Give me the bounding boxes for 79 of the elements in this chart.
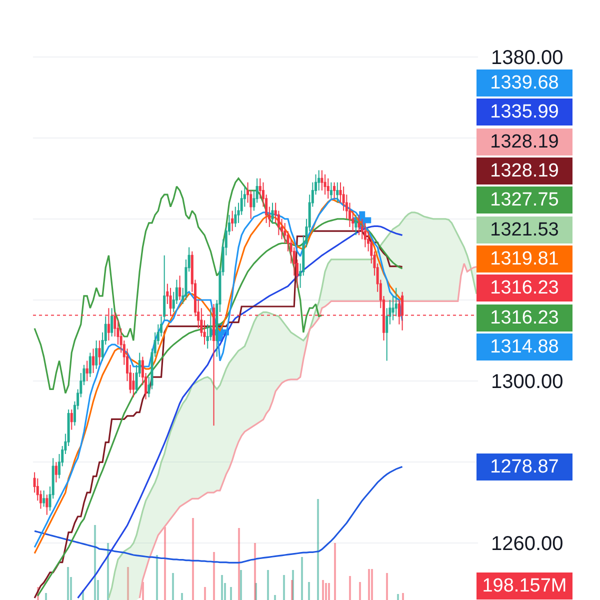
bar [230,587,232,600]
candlestick [88,352,92,378]
bar [308,582,310,600]
bar [67,567,69,600]
bar [317,499,319,600]
candlestick [394,287,398,317]
candlestick [178,275,182,300]
bar [238,528,240,600]
candlestick [318,170,320,192]
bar [156,555,158,600]
candlestick [42,490,46,508]
bar [402,593,404,600]
bar [240,570,242,600]
text: 1339.68 [490,72,559,94]
bar [325,583,327,600]
y-tick-label: 1300.00 [491,371,564,394]
candlestick [354,214,358,236]
bar [142,582,144,600]
candlestick [70,408,73,430]
bar [274,595,276,600]
bar [386,573,388,600]
candlestick [358,214,360,236]
bar [368,569,370,600]
candlestick [324,174,326,196]
y-tick-label: 1380.00 [491,46,564,69]
bar [45,593,47,600]
bar [192,518,194,600]
bar [224,583,226,600]
candlestick [95,340,98,370]
bar [94,525,96,600]
ref-line-label: 1316.23 [490,278,559,298]
y-tick-label: 1260.00 [491,533,564,556]
candlestick [110,308,114,337]
bar [181,593,183,600]
candlestick [326,178,330,200]
bar [204,587,206,600]
bar [349,576,351,600]
text: 1321.53 [490,220,559,240]
bar [322,580,324,600]
candlestick [320,170,324,192]
candlestick [330,182,332,200]
candlestick [271,202,274,224]
bar [221,575,223,600]
text: 1319.81 [490,248,559,270]
text: 1335.99 [490,102,559,122]
text: 1328.19 [490,132,559,152]
candlestick [46,494,48,516]
bar [213,552,215,600]
bar [164,527,166,600]
bar [359,582,361,600]
bar [397,594,399,600]
text: 1314.88 [490,336,559,358]
line-series [138,262,478,599]
line-series [34,466,404,564]
bar [291,580,293,600]
bar [334,543,336,600]
text: 198.157M [482,576,567,596]
candlestick [54,462,58,483]
text: 1278.87 [490,456,559,478]
candlestick [333,182,336,200]
candlestick [336,182,339,204]
bar [172,573,174,600]
candlestick [231,210,234,232]
candlestick [98,340,101,366]
candlestick [92,348,95,374]
candlestick [86,360,88,382]
bar [328,583,330,600]
bar [371,569,373,600]
candlestick [234,206,237,228]
text: 1328.19 [490,160,559,182]
bar [70,577,72,600]
text: 1327.75 [490,190,559,210]
text: 1316.23 [490,308,559,328]
bar [283,575,285,600]
bar [267,570,269,600]
bar [301,557,303,600]
candlestick [364,222,366,248]
bar [97,580,99,600]
bar [254,543,256,600]
